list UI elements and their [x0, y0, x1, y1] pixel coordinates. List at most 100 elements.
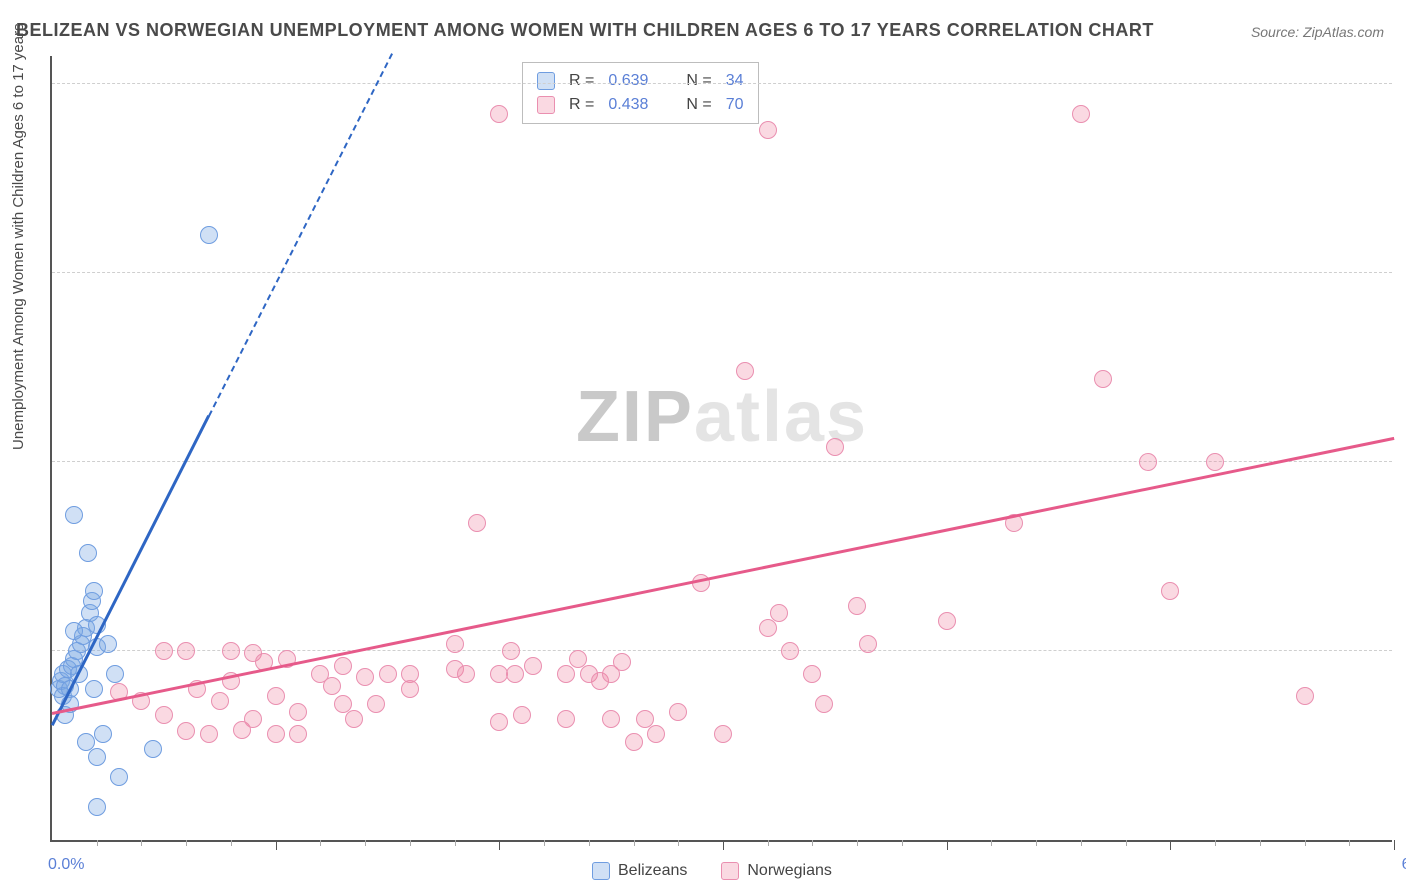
n-label: N = [686, 96, 711, 114]
x-tick-minor [1126, 840, 1127, 846]
x-tick-minor [141, 840, 142, 846]
data-point [110, 768, 128, 786]
data-point [1296, 687, 1314, 705]
legend-series: Belizeans Norwegians [592, 862, 832, 880]
source-attribution: Source: ZipAtlas.com [1251, 24, 1384, 40]
data-point [714, 725, 732, 743]
data-point [770, 604, 788, 622]
data-point [759, 619, 777, 637]
gridline [52, 272, 1392, 273]
data-point [289, 703, 307, 721]
swatch-belizeans-icon [592, 862, 610, 880]
trendline-extrapolated [208, 53, 393, 417]
data-point [144, 740, 162, 758]
data-point [356, 668, 374, 686]
x-tick-minor [320, 840, 321, 846]
x-tick-minor [1081, 840, 1082, 846]
x-tick-minor [186, 840, 187, 846]
data-point [289, 725, 307, 743]
chart-title: BELIZEAN VS NORWEGIAN UNEMPLOYMENT AMONG… [16, 20, 1154, 41]
data-point [490, 713, 508, 731]
data-point [65, 622, 83, 640]
data-point [468, 514, 486, 532]
x-tick-minor [902, 840, 903, 846]
data-point [1139, 453, 1157, 471]
data-point [155, 706, 173, 724]
x-tick-minor [1349, 840, 1350, 846]
data-point [781, 642, 799, 660]
data-point [457, 665, 475, 683]
n-value-norwegians: 70 [726, 96, 744, 114]
x-tick-minor [1305, 840, 1306, 846]
data-point [859, 635, 877, 653]
gridline [52, 461, 1392, 462]
data-point [446, 635, 464, 653]
data-point [625, 733, 643, 751]
x-axis-max-label: 60.0% [1402, 856, 1406, 874]
x-tick-minor [365, 840, 366, 846]
x-tick-major [1394, 840, 1395, 850]
x-tick-minor [1036, 840, 1037, 846]
x-tick-minor [97, 840, 98, 846]
trendline [52, 437, 1395, 715]
data-point [211, 692, 229, 710]
x-tick-minor [231, 840, 232, 846]
data-point [557, 665, 575, 683]
x-tick-minor [812, 840, 813, 846]
watermark: ZIPatlas [576, 376, 868, 458]
data-point [736, 362, 754, 380]
data-point [647, 725, 665, 743]
r-value-norwegians: 0.438 [608, 96, 648, 114]
y-tick-label: 37.5% [1397, 246, 1406, 264]
data-point [1161, 582, 1179, 600]
data-point [669, 703, 687, 721]
legend-item-norwegians: Norwegians [721, 862, 831, 880]
x-tick-minor [455, 840, 456, 846]
data-point [106, 665, 124, 683]
x-tick-minor [678, 840, 679, 846]
x-tick-minor [857, 840, 858, 846]
n-value-belizeans: 34 [726, 72, 744, 90]
legend-correlation-box: R = 0.639 N = 34 R = 0.438 N = 70 [522, 62, 759, 124]
data-point [222, 642, 240, 660]
data-point [557, 710, 575, 728]
x-tick-major [947, 840, 948, 850]
data-point [334, 657, 352, 675]
data-point [85, 582, 103, 600]
plot-area: ZIPatlas R = 0.639 N = 34 R = 0.438 N = … [50, 56, 1392, 842]
data-point [94, 725, 112, 743]
data-point [88, 798, 106, 816]
chart-container: BELIZEAN VS NORWEGIAN UNEMPLOYMENT AMONG… [0, 0, 1406, 892]
data-point [244, 710, 262, 728]
swatch-norwegians-icon [721, 862, 739, 880]
r-label: R = [569, 72, 594, 90]
n-label: N = [686, 72, 711, 90]
legend-row-norwegians: R = 0.438 N = 70 [537, 93, 744, 117]
data-point [85, 680, 103, 698]
data-point [323, 677, 341, 695]
data-point [524, 657, 542, 675]
data-point [401, 680, 419, 698]
legend-row-belizeans: R = 0.639 N = 34 [537, 69, 744, 93]
x-tick-major [723, 840, 724, 850]
data-point [1094, 370, 1112, 388]
data-point [200, 725, 218, 743]
x-tick-major [276, 840, 277, 850]
gridline [52, 83, 1392, 84]
y-axis-label: Unemployment Among Women with Children A… [10, 23, 27, 450]
x-tick-minor [991, 840, 992, 846]
data-point [65, 506, 83, 524]
data-point [803, 665, 821, 683]
watermark-zip: ZIP [576, 377, 694, 457]
data-point [938, 612, 956, 630]
x-tick-major [1170, 840, 1171, 850]
x-tick-minor [1215, 840, 1216, 846]
legend-label-norwegians: Norwegians [747, 862, 831, 880]
data-point [502, 642, 520, 660]
swatch-norwegians [537, 96, 555, 114]
data-point [79, 544, 97, 562]
x-tick-minor [634, 840, 635, 846]
data-point [200, 226, 218, 244]
x-tick-minor [410, 840, 411, 846]
swatch-belizeans [537, 72, 555, 90]
